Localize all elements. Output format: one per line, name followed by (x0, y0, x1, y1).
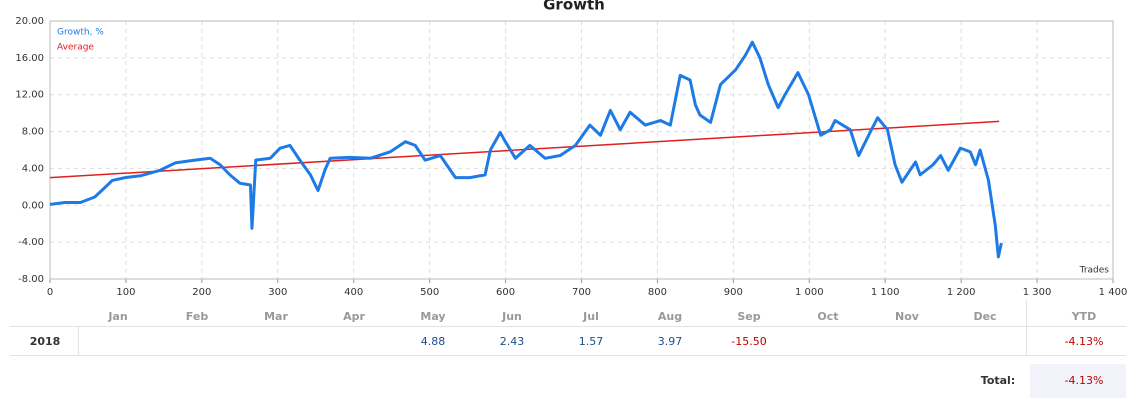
legend-label: Average (57, 43, 94, 53)
year-label: 2018 (29, 335, 61, 348)
x-tick-label: 1 100 (871, 287, 900, 298)
month-header: Jul (583, 310, 599, 323)
x-axis-label: Trades (1079, 266, 1110, 276)
legend-label: Growth, % (57, 28, 104, 38)
x-tick-label: 0 (47, 287, 53, 298)
y-tick-label: 12.00 (15, 90, 44, 101)
x-tick-label: 700 (572, 287, 591, 298)
month-header: Jan (108, 310, 128, 323)
month-header: Oct (817, 310, 839, 323)
x-tick-label: 1 200 (947, 287, 976, 298)
x-tick-label: 400 (344, 287, 363, 298)
y-tick-label: -4.00 (18, 237, 44, 248)
y-tick-label: 0.00 (22, 200, 44, 211)
row-line (10, 326, 1126, 327)
y-tick-label: -8.00 (18, 274, 44, 285)
total-value: -4.13% (1064, 374, 1104, 387)
total-label: Total: (980, 374, 1016, 387)
month-header: Mar (264, 310, 288, 323)
x-tick-label: 300 (268, 287, 287, 298)
row-line (10, 355, 1126, 356)
y-tick-label: 4.00 (22, 163, 44, 174)
x-tick-label: 100 (116, 287, 135, 298)
ytd-value: -4.13% (1064, 335, 1104, 348)
month-value: 2.43 (499, 335, 525, 348)
x-tick-label: 1 000 (795, 287, 824, 298)
y-tick-label: 16.00 (15, 53, 44, 64)
x-tick-label: 1 300 (1023, 287, 1052, 298)
y-tick-label: 8.00 (22, 127, 44, 138)
month-value: 4.88 (420, 335, 446, 348)
table: Jan Feb Mar Apr May Jun Jul Aug Sep Oct Nov Dec YTD 2… (0, 300, 1136, 413)
x-tick-label: 600 (496, 287, 515, 298)
month-header: Feb (185, 310, 209, 323)
month-header: May (420, 310, 446, 323)
month-header: Nov (895, 310, 919, 323)
x-tick-label: 500 (420, 287, 439, 298)
plot-frame (49, 20, 1114, 280)
total-box (1030, 364, 1126, 398)
col-line (78, 326, 79, 355)
y-tick-label: 20.00 (15, 16, 44, 27)
chart: Growth -8.00 -4.00 0.00 4.00 8.00 12.00 16.00 2… (15, 0, 1128, 298)
series-line (49, 40, 1003, 259)
month-header: Apr (343, 310, 365, 323)
month-header: Aug (657, 310, 683, 323)
month-value: 3.97 (657, 335, 683, 348)
month-value: -15.50 (731, 335, 767, 348)
ytd-header: YTD (1071, 310, 1097, 323)
month-header: Jun (502, 310, 522, 323)
x-tick-label: 1 400 (1099, 287, 1128, 298)
x-tick-label: 800 (648, 287, 667, 298)
month-value: 1.57 (578, 335, 604, 348)
x-tick-label: 900 (724, 287, 743, 298)
x-tick-label: 200 (192, 287, 211, 298)
chart-title: Growth (543, 0, 605, 14)
month-header: Dec (973, 310, 997, 323)
month-header: Sep (737, 310, 761, 323)
col-line (1026, 300, 1027, 355)
